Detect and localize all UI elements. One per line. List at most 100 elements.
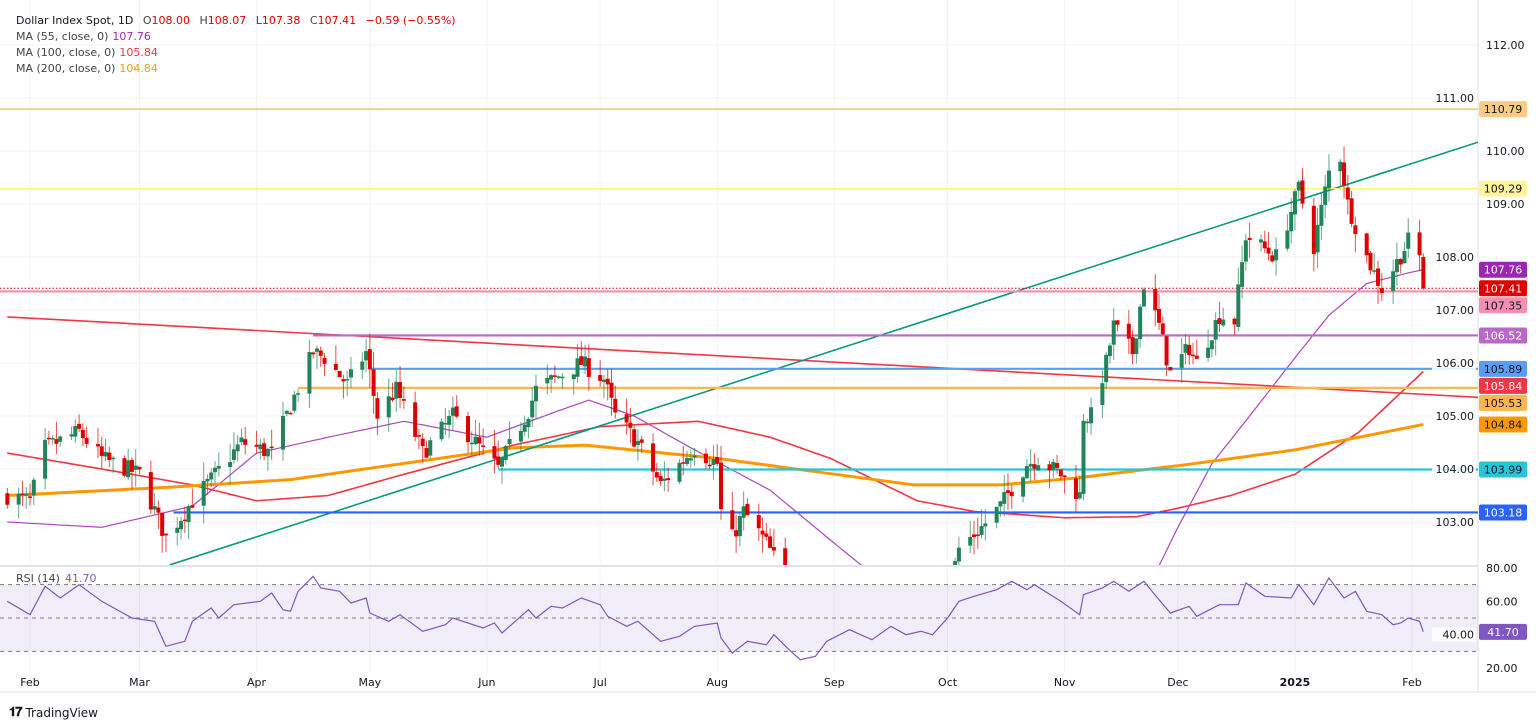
candle-body: [1342, 162, 1347, 186]
ma200-legend[interactable]: MA (200, close, 0) 104.84: [16, 61, 456, 77]
candle-body: [163, 533, 168, 536]
high-value: 108.07: [207, 14, 247, 27]
candle: [43, 428, 48, 490]
price-pane[interactable]: [0, 108, 1529, 680]
time-tick-label: Feb: [20, 676, 39, 689]
candle-body: [526, 418, 531, 428]
candle: [1258, 234, 1263, 252]
candle: [1349, 190, 1354, 228]
candle-body: [416, 435, 421, 437]
candle-body: [1247, 237, 1252, 240]
candle: [269, 429, 274, 460]
candle: [639, 435, 644, 454]
candle: [129, 457, 134, 490]
candle-body: [95, 444, 100, 447]
candle: [1270, 250, 1275, 263]
candle: [148, 460, 153, 514]
candle: [1421, 253, 1426, 290]
candle-body: [28, 496, 32, 498]
candle: [481, 428, 486, 455]
price-tick-label-bg: [1432, 356, 1476, 370]
candle-body: [692, 455, 697, 458]
low-prefix: L: [255, 14, 262, 27]
candle: [348, 356, 353, 389]
candle-body: [122, 458, 127, 476]
ma-price-label: 104.84: [1484, 418, 1523, 431]
candle: [288, 411, 293, 415]
candle: [1062, 474, 1067, 494]
candle-body: [228, 462, 233, 467]
candle: [1055, 454, 1060, 474]
rsi-legend[interactable]: RSI (14) 41.70: [16, 572, 96, 585]
time-tick-label: Aug: [706, 676, 727, 689]
candle-body: [745, 503, 750, 516]
candle-body: [1153, 289, 1158, 311]
candle-body: [1028, 463, 1033, 467]
candle-body: [1126, 323, 1131, 339]
candle-body: [923, 652, 927, 668]
candle: [99, 436, 104, 469]
candle: [601, 374, 606, 399]
candle: [575, 344, 580, 383]
ma-price-label-bg: [1479, 377, 1527, 394]
candle: [205, 474, 210, 495]
rsi-pane[interactable]: [0, 575, 1478, 661]
tradingview-logo-icon: 𝟏𝟕: [9, 705, 23, 720]
candle: [394, 370, 399, 412]
candle-body: [639, 439, 644, 443]
candle-body: [1266, 247, 1271, 254]
candle: [1266, 232, 1271, 261]
ma55-legend[interactable]: MA (55, close, 0) 107.76: [16, 29, 456, 45]
candle: [1194, 339, 1199, 360]
candle-body: [756, 515, 761, 529]
rsi-tick-label: 80.00: [1486, 562, 1518, 575]
candle-body: [972, 534, 976, 537]
candle: [677, 459, 682, 485]
candle: [1073, 464, 1078, 512]
price-tick-label: 107.00: [1436, 304, 1475, 317]
level-price-label: 106.52: [1484, 329, 1523, 342]
candle: [1319, 192, 1324, 240]
descending-trendline: [7, 316, 1478, 399]
candle-body: [333, 363, 338, 370]
candle-body: [1077, 492, 1082, 499]
candle-body: [107, 452, 112, 460]
candle-body: [360, 361, 365, 370]
candle: [1024, 458, 1029, 479]
candle-body: [624, 414, 629, 423]
candle-body: [111, 457, 116, 460]
time-tick-label: Dec: [1167, 676, 1188, 689]
candle-body: [522, 424, 527, 432]
candle-body: [84, 437, 89, 444]
candle: [228, 443, 233, 486]
candle: [367, 333, 372, 388]
candle: [1081, 413, 1086, 501]
candle: [768, 528, 773, 549]
candle: [1130, 330, 1135, 365]
candle: [390, 382, 395, 403]
time-tick-label: 2025: [1280, 676, 1311, 689]
tradingview-logo[interactable]: 𝟏𝟕 TradingView: [9, 705, 98, 720]
ma100-legend[interactable]: MA (100, close, 0) 105.84: [16, 45, 456, 61]
candle: [1005, 473, 1010, 511]
candle-body: [24, 494, 29, 496]
candle: [549, 373, 554, 394]
candle: [375, 391, 380, 436]
candle: [1213, 312, 1218, 356]
candle-body: [43, 439, 48, 479]
candle-body: [1036, 465, 1041, 471]
candle: [998, 500, 1003, 517]
candle: [1032, 453, 1037, 481]
candle-body: [265, 448, 270, 457]
candle: [243, 426, 248, 455]
candle-body: [968, 536, 973, 546]
candle-body: [314, 348, 319, 352]
candle: [122, 455, 127, 478]
symbol-title: Dollar Index Spot, 1D: [16, 14, 134, 27]
candle: [1232, 317, 1237, 335]
candle: [1179, 337, 1184, 384]
candle: [190, 488, 195, 509]
candle: [24, 487, 29, 509]
candle: [968, 521, 973, 554]
